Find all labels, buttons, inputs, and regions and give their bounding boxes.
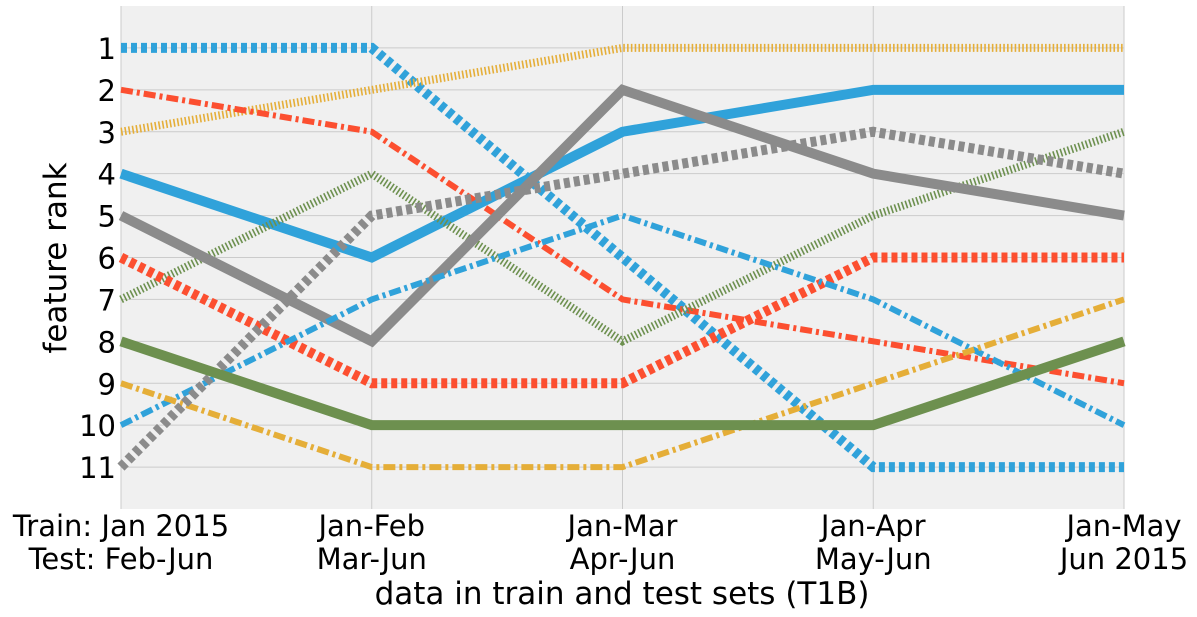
y-tick-labels: 1 2 3 4 5 6 7 8 9 10 11 xyxy=(79,32,116,485)
x-tick-label: May-Jun xyxy=(815,542,932,576)
y-tick-label: 10 xyxy=(79,409,116,443)
series-line-4 xyxy=(119,84,1124,263)
x-tick-label: Jun 2015 xyxy=(1058,542,1188,576)
x-tick-label: Jan-Mar xyxy=(566,509,678,543)
y-tick-label: 1 xyxy=(98,32,116,66)
x-tick-label: Train: Jan 2015 xyxy=(12,509,229,543)
series-line-3 xyxy=(120,86,1125,387)
series-line-7 xyxy=(118,252,1124,389)
y-tick-label: 3 xyxy=(98,116,116,150)
y-tick-label: 11 xyxy=(79,451,116,485)
x-tick-label: Jan-Apr xyxy=(819,509,926,543)
y-tick-label: 8 xyxy=(98,325,116,359)
y-tick-label: 7 xyxy=(98,283,116,317)
y-axis-label: feature rank xyxy=(38,162,74,353)
x-tick-label: Jan-May xyxy=(1064,509,1181,543)
x-tick-label: Test: Feb-Jun xyxy=(28,542,214,576)
series-line-6 xyxy=(118,84,1125,348)
y-tick-label: 5 xyxy=(98,200,116,234)
x-axis-label: data in train and test sets (T1B) xyxy=(375,576,870,612)
y-tick-label: 9 xyxy=(98,367,116,401)
y-tick-label: 2 xyxy=(98,74,116,108)
y-tick-label: 6 xyxy=(98,242,116,276)
series-line-9 xyxy=(120,296,1125,471)
x-tick-label: Jan-Feb xyxy=(316,509,425,543)
series-line-8 xyxy=(119,212,1126,428)
x-tick-label: Mar-Jun xyxy=(317,542,427,576)
x-tick-label: Apr-Jun xyxy=(570,542,676,576)
series-group xyxy=(117,42,1126,473)
series-line-11 xyxy=(119,336,1126,431)
y-tick-label: 4 xyxy=(98,158,116,192)
